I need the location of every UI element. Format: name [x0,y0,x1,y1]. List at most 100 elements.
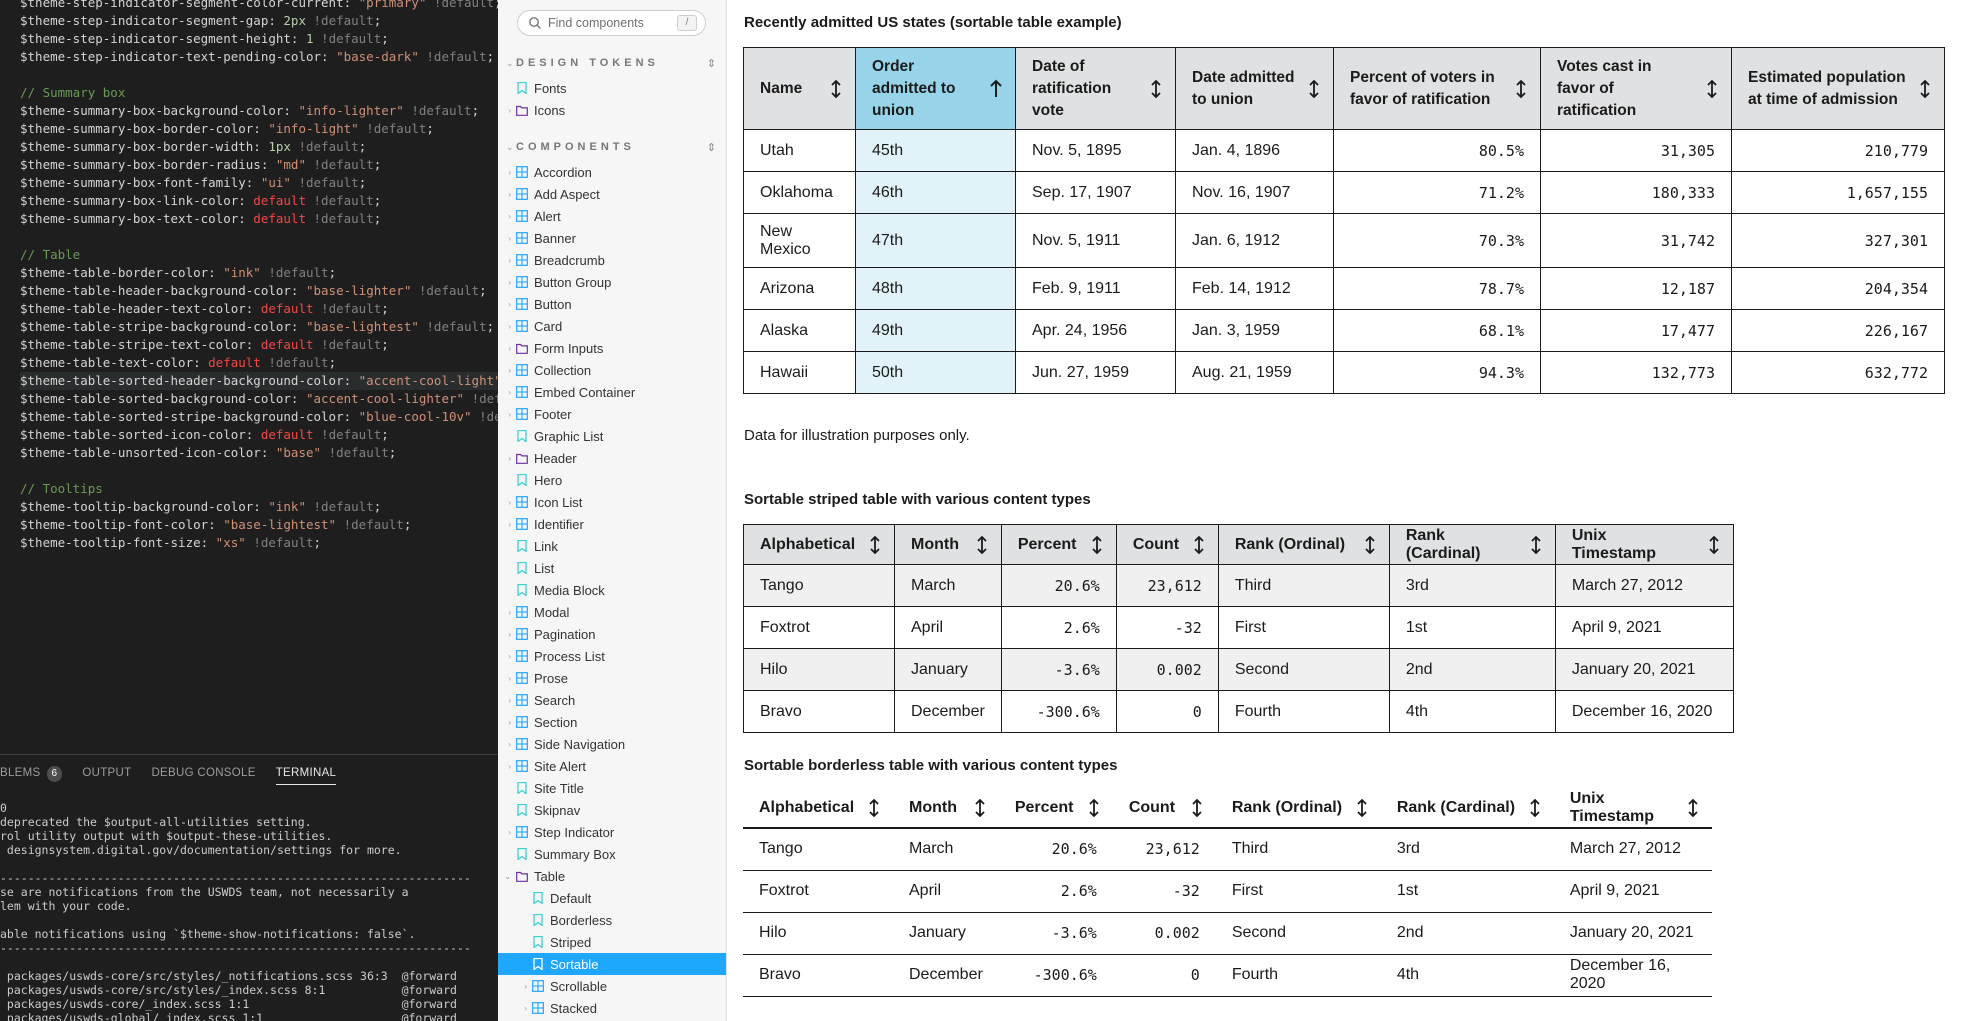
column-header-6[interactable]: Unix Timestamp [1553,788,1712,829]
sidebar-item-link[interactable]: Link [498,535,726,557]
sidebar-item-side-navigation[interactable]: › Side Navigation [498,733,726,755]
sidebar-item-header[interactable]: › Header [498,447,726,469]
column-header-6[interactable]: Estimated population at time of admissio… [1731,47,1945,130]
code-line[interactable]: $theme-summary-box-border-color: "info-l… [20,121,434,136]
sidebar-item-prose[interactable]: › Prose [498,667,726,689]
sidebar-item-footer[interactable]: › Footer [498,403,726,425]
code-line[interactable]: $theme-table-unsorted-icon-color: "base"… [20,445,397,460]
code-line[interactable] [20,462,498,480]
panel-tab-terminal[interactable]: TERMINAL [266,755,347,791]
section-design-tokens[interactable]: ⌄ DESIGN TOKENS ⇕ [506,53,716,73]
sidebar-item-banner[interactable]: › Banner [498,227,726,249]
sidebar-item-site-title[interactable]: Site Title [498,777,726,799]
column-header-5[interactable]: Rank (Cardinal) [1388,524,1556,565]
column-header-5[interactable]: Rank (Cardinal) [1380,788,1554,829]
sidebar-item-card[interactable]: › Card [498,315,726,337]
sidebar-item-media-block[interactable]: Media Block [498,579,726,601]
code-line[interactable]: $theme-table-stripe-background-color: "b… [20,319,495,334]
column-header-3[interactable]: Count [1112,788,1216,829]
column-header-2[interactable]: Percent [998,788,1113,829]
panel-tab-output[interactable]: OUTPUT [72,755,141,791]
code-line[interactable]: $theme-tooltip-font-color: "base-lightes… [20,517,412,532]
sidebar-item-sortable[interactable]: Sortable [498,953,726,975]
sidebar-item-summary-box[interactable]: Summary Box [498,843,726,865]
sidebar-item-section[interactable]: › Section [498,711,726,733]
code-line[interactable]: $theme-table-stripe-text-color: default … [20,337,389,352]
code-line[interactable]: $theme-summary-box-border-radius: "md" !… [20,157,382,172]
sidebar-item-site-alert[interactable]: › Site Alert [498,755,726,777]
code-line[interactable] [20,228,498,246]
code-editor[interactable]: $theme-step-indicator-segment-color-curr… [0,0,498,1021]
code-line[interactable]: $theme-summary-box-text-color: default !… [20,211,382,226]
sidebar-item-breadcrumb[interactable]: › Breadcrumb [498,249,726,271]
code-line[interactable]: $theme-step-indicator-segment-color-curr… [20,0,498,10]
sidebar-item-borderless[interactable]: Borderless [498,909,726,931]
sidebar-item-skipnav[interactable]: Skipnav [498,799,726,821]
sidebar-item-default[interactable]: Default [498,887,726,909]
code-line[interactable]: $theme-table-border-color: "ink" !defaul… [20,265,337,280]
column-header-0[interactable]: Alphabetical [743,788,893,829]
code-line[interactable]: // Summary box [20,85,126,100]
column-header-2[interactable]: Percent [1000,524,1117,565]
column-header-1[interactable]: Order admitted to union [855,47,1016,130]
sidebar-item-step-indicator[interactable]: › Step Indicator [498,821,726,843]
code-line[interactable]: $theme-summary-box-border-width: 1px !de… [20,139,367,154]
sidebar-item-search[interactable]: › Search [498,689,726,711]
sidebar-item-add-aspect[interactable]: › Add Aspect [498,183,726,205]
code-line[interactable]: $theme-summary-box-background-color: "in… [20,103,480,118]
section-components[interactable]: ⌄ COMPONENTS ⇕ [506,137,716,157]
column-header-1[interactable]: Month [894,524,1002,565]
code-line[interactable]: $theme-step-indicator-text-pending-color… [20,49,495,64]
sidebar-item-striped[interactable]: Striped [498,931,726,953]
sidebar-item-alert[interactable]: › Alert [498,205,726,227]
sidebar-item-pagination[interactable]: › Pagination [498,623,726,645]
sidebar-item-accordion[interactable]: › Accordion [498,161,726,183]
terminal-output[interactable]: 0 deprecated the $output-all-utilities se… [0,801,498,1021]
code-line[interactable]: $theme-step-indicator-segment-height: 1 … [20,31,389,46]
sidebar-item-icons[interactable]: › Icons [498,99,726,121]
sidebar-item-hero[interactable]: Hero [498,469,726,491]
code-line[interactable]: $theme-table-sorted-background-color: "a… [20,391,498,406]
code-line[interactable]: $theme-tooltip-font-size: "xs" !default; [20,535,322,550]
code-line[interactable]: $theme-table-sorted-icon-color: default … [20,427,389,442]
code-line[interactable]: // Tooltips [20,481,103,496]
sidebar-item-stacked[interactable]: › Stacked [498,997,726,1019]
code-line[interactable]: $theme-table-sorted-header-background-co… [20,372,498,390]
sidebar-item-list[interactable]: List [498,557,726,579]
code-line[interactable]: $theme-tooltip-background-color: "ink" !… [20,499,382,514]
code-line[interactable]: $theme-summary-box-link-color: default !… [20,193,382,208]
sidebar-item-icon-list[interactable]: › Icon List [498,491,726,513]
column-header-6[interactable]: Unix Timestamp [1554,524,1734,565]
code-line[interactable]: $theme-table-header-background-color: "b… [20,283,487,298]
code-line[interactable]: $theme-table-text-color: default !defaul… [20,355,337,370]
sidebar-item-embed-container[interactable]: › Embed Container [498,381,726,403]
expand-collapse-icon[interactable]: ⇕ [706,57,716,70]
code-line[interactable]: // Table [20,247,81,262]
panel-tab-blems[interactable]: BLEMS 6 [0,755,72,791]
column-header-0[interactable]: Alphabetical [743,524,895,565]
code-line[interactable] [20,66,498,84]
code-line[interactable]: $theme-table-sorted-stripe-background-co… [20,409,498,424]
sidebar-item-button[interactable]: › Button [498,293,726,315]
sidebar-item-table[interactable]: ⌄ Table [498,865,726,887]
code-line[interactable]: $theme-table-header-text-color: default … [20,301,389,316]
column-header-3[interactable]: Date admitted to union [1175,47,1334,130]
column-header-4[interactable]: Percent of voters in favor of ratificati… [1333,47,1541,130]
code-area[interactable]: $theme-step-indicator-segment-color-curr… [20,0,498,552]
sidebar-item-identifier[interactable]: › Identifier [498,513,726,535]
search-input[interactable]: Find components / [517,10,706,36]
sidebar-item-process-list[interactable]: › Process List [498,645,726,667]
column-header-3[interactable]: Count [1115,524,1219,565]
column-header-4[interactable]: Rank (Ordinal) [1215,788,1381,829]
column-header-1[interactable]: Month [893,788,999,829]
sidebar-item-graphic-list[interactable]: Graphic List [498,425,726,447]
panel-tab-debug-console[interactable]: DEBUG CONSOLE [141,755,265,791]
sidebar-item-fonts[interactable]: Fonts [498,77,726,99]
column-header-4[interactable]: Rank (Ordinal) [1217,524,1390,565]
sidebar-item-modal[interactable]: › Modal [498,601,726,623]
sidebar-item-form-inputs[interactable]: › Form Inputs [498,337,726,359]
code-line[interactable]: $theme-summary-box-font-family: "ui" !de… [20,175,367,190]
expand-collapse-icon[interactable]: ⇕ [706,141,716,154]
code-line[interactable]: $theme-step-indicator-segment-gap: 2px !… [20,13,382,28]
sidebar-item-button-group[interactable]: › Button Group [498,271,726,293]
